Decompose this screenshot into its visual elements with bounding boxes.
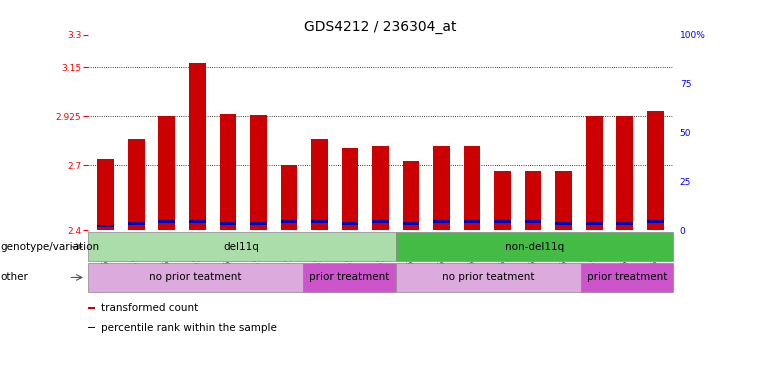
Bar: [342, 148, 358, 230]
Bar: [616, 222, 633, 225]
Bar: [403, 161, 419, 230]
Text: percentile rank within the sample: percentile rank within the sample: [101, 323, 277, 333]
Bar: [219, 222, 237, 225]
Text: transformed count: transformed count: [101, 303, 199, 313]
Bar: [647, 220, 664, 223]
Bar: [556, 222, 572, 225]
Bar: [189, 63, 205, 230]
Bar: [281, 165, 298, 230]
Bar: [433, 146, 450, 230]
Bar: [158, 116, 175, 230]
Bar: [88, 327, 95, 328]
Bar: [189, 220, 205, 223]
Bar: [219, 114, 237, 230]
Text: prior treatment: prior treatment: [587, 272, 667, 283]
Bar: [396, 232, 673, 261]
Bar: [403, 222, 419, 225]
Bar: [524, 220, 542, 223]
Bar: [158, 220, 175, 223]
Bar: [97, 225, 114, 227]
Bar: [304, 263, 396, 292]
Bar: [342, 222, 358, 225]
Bar: [372, 220, 389, 223]
Text: prior treatment: prior treatment: [310, 272, 390, 283]
Bar: [396, 263, 581, 292]
Bar: [311, 220, 328, 223]
Bar: [88, 308, 95, 309]
Bar: [494, 220, 511, 223]
Bar: [97, 159, 114, 230]
Text: no prior teatment: no prior teatment: [149, 272, 242, 283]
Bar: [433, 220, 450, 223]
Bar: [524, 170, 542, 230]
Bar: [647, 111, 664, 230]
Bar: [586, 116, 603, 230]
Text: no prior teatment: no prior teatment: [442, 272, 535, 283]
Bar: [586, 222, 603, 225]
Bar: [616, 116, 633, 230]
Bar: [581, 263, 673, 292]
Bar: [250, 115, 267, 230]
Text: genotype/variation: genotype/variation: [1, 242, 100, 252]
Bar: [463, 220, 480, 223]
Bar: [556, 170, 572, 230]
Bar: [372, 146, 389, 230]
Bar: [128, 139, 145, 230]
Bar: [281, 220, 298, 223]
Bar: [88, 232, 396, 261]
Bar: [463, 146, 480, 230]
Bar: [494, 170, 511, 230]
Title: GDS4212 / 236304_at: GDS4212 / 236304_at: [304, 20, 457, 33]
Bar: [88, 263, 304, 292]
Text: del11q: del11q: [224, 242, 260, 252]
Bar: [311, 139, 328, 230]
Text: other: other: [1, 272, 29, 283]
Bar: [250, 222, 267, 225]
Bar: [128, 222, 145, 225]
Text: non-del11q: non-del11q: [505, 242, 565, 252]
